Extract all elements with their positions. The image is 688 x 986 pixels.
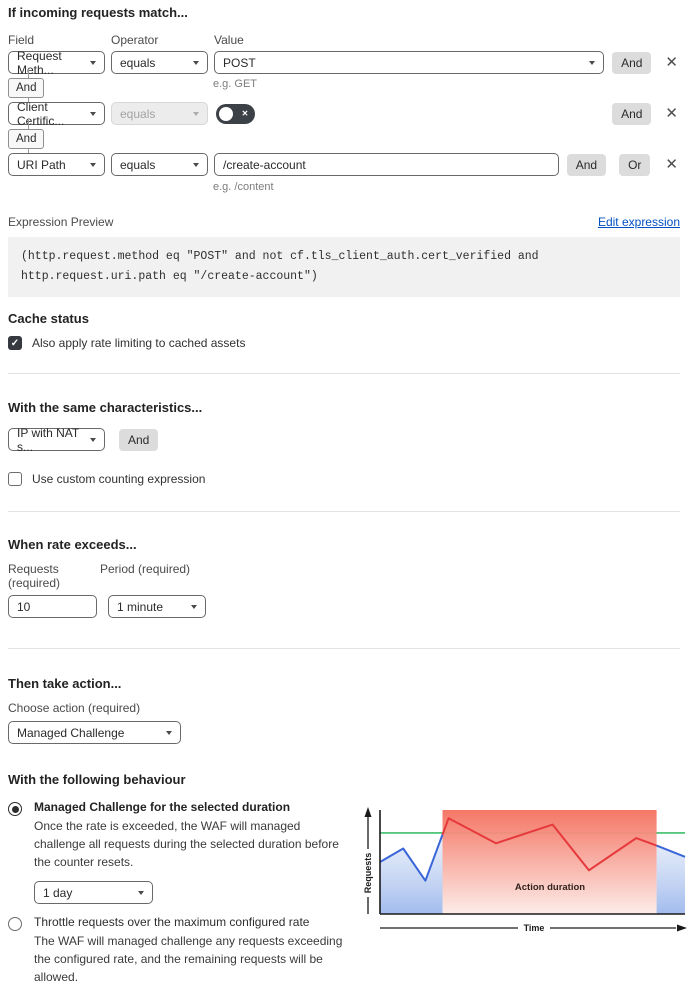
action-select[interactable]: Managed Challenge bbox=[8, 721, 181, 745]
operator-select-disabled: equals bbox=[111, 102, 208, 125]
chevron-down-icon bbox=[90, 437, 96, 442]
arrow-up-icon bbox=[364, 807, 372, 818]
option-description: The WAF will managed challenge any reque… bbox=[34, 934, 343, 985]
radio-throttle[interactable] bbox=[8, 917, 22, 932]
cached-assets-checkbox[interactable]: ✓ bbox=[8, 336, 22, 351]
requests-input[interactable] bbox=[8, 595, 97, 619]
behaviour-option-duration: Managed Challenge for the selected durat… bbox=[8, 800, 360, 915]
value-hint: e.g. /content bbox=[213, 181, 274, 193]
requests-label: Requests (required) bbox=[8, 562, 61, 591]
option-title: Managed Challenge for the selected durat… bbox=[34, 800, 291, 815]
requests-line-blue bbox=[656, 844, 686, 858]
rate-heading: When rate exceeds... bbox=[8, 537, 137, 553]
expression-preview-label: Expression Preview bbox=[8, 215, 114, 229]
and-connector-chip[interactable]: And bbox=[8, 78, 45, 98]
period-select[interactable]: 1 minute bbox=[108, 595, 206, 619]
value-input[interactable] bbox=[214, 153, 559, 176]
close-icon[interactable]: ✕ bbox=[665, 54, 678, 71]
add-or-button[interactable]: Or bbox=[619, 153, 651, 176]
operator-label: Operator bbox=[111, 33, 159, 47]
column-labels: Field Operator Value bbox=[8, 33, 680, 47]
divider bbox=[8, 648, 680, 650]
and-connector: And bbox=[8, 120, 680, 158]
chevron-down-icon bbox=[193, 60, 199, 65]
match-heading: If incoming requests match... bbox=[8, 5, 188, 20]
operator-select[interactable]: equals bbox=[111, 153, 208, 176]
toggle-knob-icon bbox=[219, 106, 233, 121]
rate-chart-svg: Requests Time Action duration bbox=[363, 807, 687, 933]
chevron-down-icon bbox=[191, 604, 197, 609]
action-duration-label: Action duration bbox=[515, 882, 585, 893]
value-hint: e.g. GET bbox=[213, 78, 258, 90]
behaviour-options: Managed Challenge for the selected durat… bbox=[8, 800, 687, 986]
rate-labels: Requests (required) Period (required) bbox=[8, 562, 680, 590]
chevron-down-icon bbox=[90, 60, 96, 65]
field-select[interactable]: Client Certific... bbox=[8, 100, 105, 128]
field-label: Field bbox=[8, 33, 35, 47]
close-icon[interactable]: ✕ bbox=[665, 105, 678, 122]
custom-counting-checkbox[interactable] bbox=[8, 472, 22, 487]
and-connector-chip[interactable]: And bbox=[8, 129, 45, 149]
x-axis-label: Time bbox=[524, 923, 545, 933]
value-label: Value bbox=[214, 33, 244, 47]
custom-counting-row: Use custom counting expression bbox=[8, 472, 680, 487]
behaviour-option-throttle: Throttle requests over the maximum confi… bbox=[8, 915, 360, 986]
cached-assets-label: Also apply rate limiting to cached asset… bbox=[32, 336, 246, 351]
and-connector: And bbox=[8, 69, 680, 107]
requests-line-blue bbox=[379, 834, 444, 882]
divider bbox=[8, 373, 680, 375]
toggle-x-icon: ✕ bbox=[241, 108, 249, 118]
choose-action-label: Choose action (required) bbox=[8, 701, 141, 716]
option-description: Once the rate is exceeded, the WAF will … bbox=[34, 819, 339, 870]
y-axis-label: Requests bbox=[363, 853, 373, 894]
cache-checkbox-row: ✓ Also apply rate limiting to cached ass… bbox=[8, 336, 680, 351]
rate-inputs: 1 minute bbox=[8, 595, 680, 619]
arrow-right-icon bbox=[677, 924, 687, 932]
action-heading: Then take action... bbox=[8, 676, 122, 692]
radio-managed-duration[interactable] bbox=[8, 802, 22, 817]
check-icon: ✓ bbox=[10, 337, 20, 349]
characteristics-heading: With the same characteristics... bbox=[8, 400, 203, 416]
add-and-button[interactable]: And bbox=[566, 153, 607, 176]
rate-chart: Requests Time Action duration bbox=[360, 802, 688, 938]
chevron-down-icon bbox=[138, 890, 144, 895]
cache-heading: Cache status bbox=[8, 311, 89, 327]
characteristics-row: IP with NAT s... And bbox=[8, 426, 680, 454]
radio-dot-icon bbox=[11, 805, 19, 813]
operator-select[interactable]: equals bbox=[111, 51, 208, 74]
condition-row: Request Meth... equals POST And ✕ e.g. G… bbox=[8, 49, 680, 90]
custom-counting-label: Use custom counting expression bbox=[32, 472, 206, 487]
expression-code: (http.request.method eq "POST" and not c… bbox=[8, 237, 680, 298]
option-title: Throttle requests over the maximum confi… bbox=[34, 915, 310, 930]
chevron-down-icon bbox=[193, 111, 199, 116]
value-select[interactable]: POST bbox=[214, 51, 605, 74]
behaviour-heading: With the following behaviour bbox=[8, 772, 186, 788]
chevron-down-icon bbox=[90, 162, 96, 167]
condition-row: URI Path equals And Or ✕ bbox=[8, 153, 680, 176]
chevron-down-icon bbox=[166, 730, 172, 735]
duration-select[interactable]: 1 day bbox=[34, 881, 153, 905]
period-label: Period (required) bbox=[100, 562, 191, 577]
condition-row: Client Certific... equals ✕ And ✕ bbox=[8, 100, 680, 128]
field-select[interactable]: URI Path bbox=[8, 153, 105, 176]
section-match: If incoming requests match... Field Oper… bbox=[8, 5, 680, 298]
close-icon[interactable]: ✕ bbox=[665, 156, 678, 173]
requests-line-red bbox=[441, 817, 657, 872]
add-and-button[interactable]: And bbox=[612, 102, 652, 125]
chevron-down-icon bbox=[589, 60, 596, 65]
add-and-button[interactable]: And bbox=[612, 51, 652, 74]
chevron-down-icon bbox=[193, 162, 199, 167]
chevron-down-icon bbox=[90, 111, 96, 116]
certificate-toggle[interactable]: ✕ bbox=[216, 103, 255, 124]
characteristic-select[interactable]: IP with NAT s... bbox=[8, 426, 105, 454]
divider bbox=[8, 511, 680, 513]
edit-expression-link[interactable]: Edit expression bbox=[597, 215, 680, 229]
field-select[interactable]: Request Meth... bbox=[8, 49, 105, 77]
add-characteristic-button[interactable]: And bbox=[119, 428, 159, 451]
blue-fill-left bbox=[380, 834, 443, 915]
